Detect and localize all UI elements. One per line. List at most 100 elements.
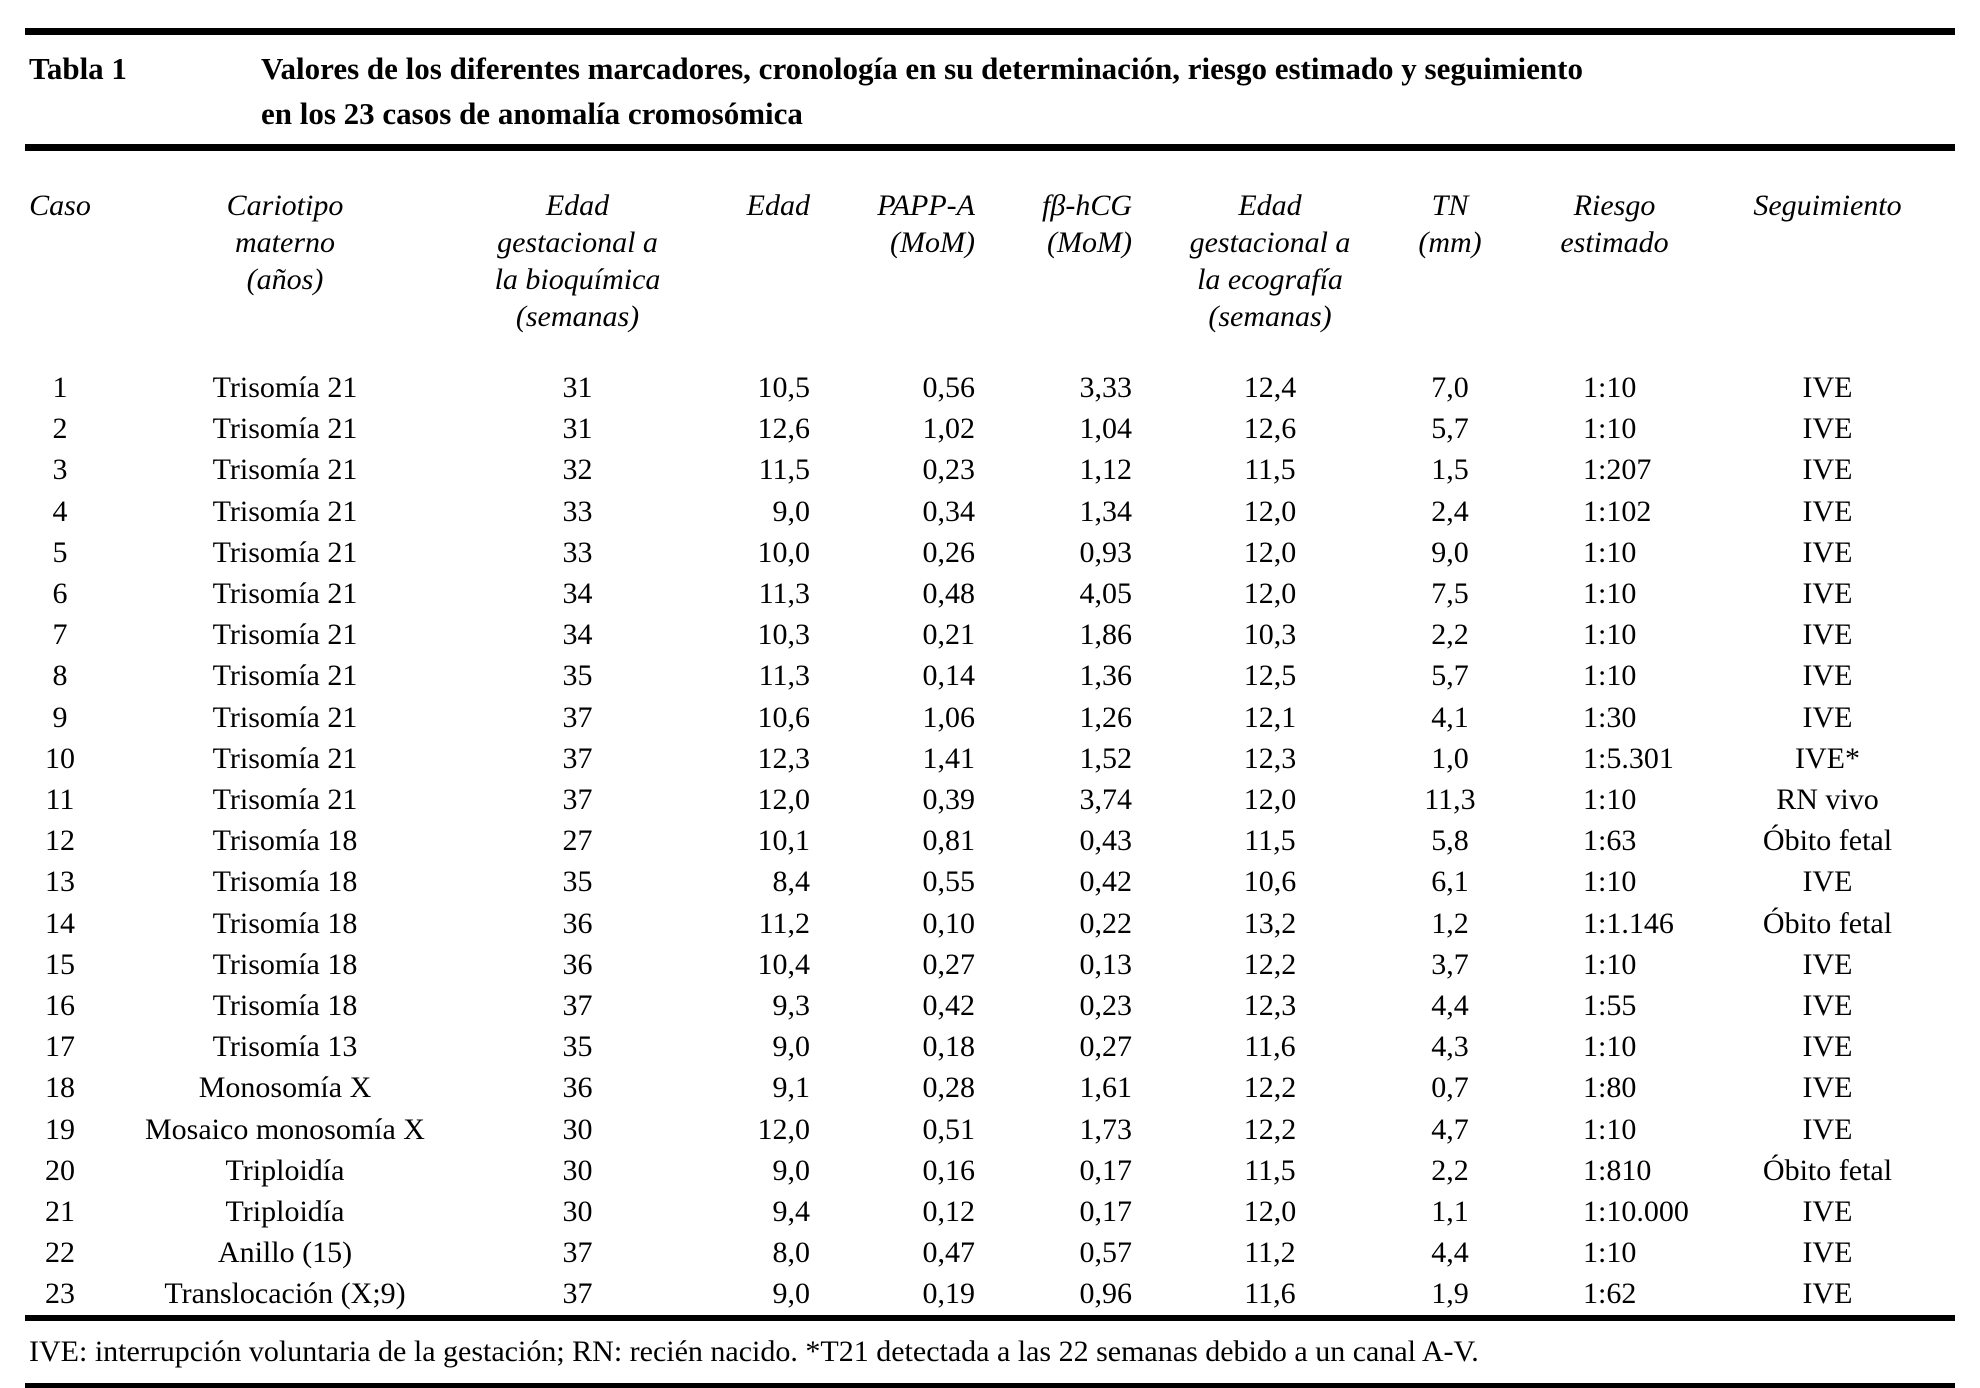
table-cell-edad: 9,0	[772, 1030, 811, 1064]
table-cell-edad: 8,0	[772, 1236, 811, 1270]
table-cell-cariotipo-materno: Trisomía 21	[212, 618, 358, 652]
table-cell-fb-hcg: 0,27	[1079, 1030, 1133, 1064]
table-cell-caso: 9	[52, 700, 68, 734]
table-cell-papp-a: 0,42	[922, 989, 976, 1023]
table-cell-caso: 7	[52, 618, 68, 652]
table-cell-edad-gestacional-ecografia: 11,2	[1244, 1236, 1296, 1270]
table-cell-edad-gestacional-bioquimica: 30	[562, 1153, 593, 1187]
footnote-text: IVE: interrupción voluntaria de la gesta…	[29, 1334, 1479, 1368]
table-cell-edad-gestacional-ecografia: 13,2	[1243, 906, 1297, 940]
table-body: 1 Trisomía 21 31 10,5 0,56 3,33 12,4 7,0 1:10 IVE…	[25, 367, 1955, 1315]
table-cell-riesgo-estimado: 1:10.000	[1583, 1195, 1689, 1229]
table-cell-edad: 9,0	[772, 1153, 811, 1187]
table-cell-edad-gestacional-ecografia: 12,0	[1243, 535, 1297, 569]
column-header-line: gestacional a	[1189, 226, 1351, 259]
table-cell-riesgo-estimado: 1:207	[1583, 453, 1652, 487]
table-cell-papp-a: 0,26	[922, 535, 976, 569]
table-cell-tn: 1,2	[1431, 906, 1469, 940]
table-cell-edad-gestacional-ecografia: 12,6	[1243, 412, 1297, 446]
table-title-line-1: Valores de los diferentes marcadores, cr…	[261, 51, 1583, 86]
table-cell-edad: 10,0	[757, 535, 811, 569]
table-cell-edad-gestacional-bioquimica: 30	[562, 1195, 593, 1229]
table-cell-cariotipo-materno: Trisomía 21	[212, 741, 358, 775]
table-row: 21 Triploidía 30 9,4 0,12 0,17 12,0 1,1 1:10.000…	[25, 1191, 1955, 1232]
column-header-line: Caso	[29, 189, 91, 222]
table-cell-edad: 9,1	[772, 1071, 811, 1105]
table-cell-fb-hcg: 3,74	[1079, 783, 1133, 817]
table-row: 14 Trisomía 18 36 11,2 0,10 0,22 13,2 1,2 1:1.14…	[25, 903, 1955, 944]
column-header-line: Edad	[746, 189, 810, 222]
table-cell-papp-a: 0,27	[922, 947, 976, 981]
table-row: 11 Trisomía 21 37 12,0 0,39 3,74 12,0 11,3 1:10 R…	[25, 779, 1955, 820]
table-cell-edad-gestacional-bioquimica: 33	[562, 494, 593, 528]
table-cell-cariotipo-materno: Trisomía 18	[212, 989, 358, 1023]
table-cell-fb-hcg: 0,96	[1079, 1277, 1133, 1311]
table-cell-papp-a: 0,48	[922, 577, 976, 611]
table-cell-seguimiento: IVE	[1802, 865, 1853, 899]
table-cell-cariotipo-materno: Trisomía 21	[212, 535, 358, 569]
table-row: 23 Translocación (X;9) 37 9,0 0,19 0,96 11,6 1,…	[25, 1273, 1955, 1314]
table-cell-caso: 20	[45, 1153, 75, 1187]
table-cell-seguimiento: IVE	[1802, 1277, 1853, 1311]
table-cell-edad-gestacional-ecografia: 12,0	[1243, 783, 1297, 817]
table-cell-edad-gestacional-bioquimica: 37	[562, 1236, 593, 1270]
column-header-riesgo-estimado: Riesgo estimado	[1510, 151, 1700, 367]
table-cell-cariotipo-materno: Trisomía 21	[212, 659, 358, 693]
table-cell-edad: 10,3	[757, 618, 811, 652]
table-cell-seguimiento: IVE	[1802, 1112, 1853, 1146]
table-cell-caso: 8	[52, 659, 68, 693]
table-cell-tn: 4,4	[1431, 1236, 1469, 1270]
table-cell-caso: 3	[52, 453, 68, 487]
table-row: 3 Trisomía 21 32 11,5 0,23 1,12 11,5 1,5 1:207 IV…	[25, 449, 1955, 490]
column-header-line: Cariotipo	[226, 189, 344, 222]
table-cell-seguimiento: IVE	[1802, 700, 1853, 734]
table-cell-seguimiento: IVE	[1802, 371, 1853, 404]
table-cell-edad-gestacional-ecografia: 12,0	[1243, 494, 1297, 528]
table-cell-edad-gestacional-ecografia: 12,4	[1243, 371, 1297, 404]
table-cell-riesgo-estimado: 1:63	[1583, 824, 1637, 858]
table-cell-edad-gestacional-ecografia: 12,3	[1243, 989, 1297, 1023]
table-cell-edad: 11,2	[758, 906, 810, 940]
column-header-line: gestacional a	[497, 226, 658, 259]
table-cell-tn: 1,1	[1431, 1195, 1469, 1229]
table-cell-riesgo-estimado: 1:10	[1583, 412, 1637, 446]
column-header-line: Riesgo	[1573, 189, 1656, 222]
table-cell-edad: 11,3	[758, 659, 810, 693]
column-header-line: Seguimiento	[1753, 189, 1902, 222]
table-cell-caso: 5	[52, 535, 68, 569]
table-cell-cariotipo-materno: Trisomía 21	[212, 371, 358, 404]
table-cell-caso: 22	[45, 1236, 75, 1270]
table-cell-caso: 12	[45, 824, 75, 858]
table-cell-fb-hcg: 0,23	[1079, 989, 1133, 1023]
table-row: 8 Trisomía 21 35 11,3 0,14 1,36 12,5 5,7 1:10 IVE	[25, 655, 1955, 696]
table-cell-cariotipo-materno: Trisomía 18	[212, 865, 358, 899]
table-cell-fb-hcg: 0,17	[1079, 1153, 1133, 1187]
table-cell-papp-a: 0,51	[922, 1112, 976, 1146]
column-header-edad: Edad	[680, 151, 820, 367]
table-cell-caso: 6	[52, 577, 68, 611]
table-cell-caso: 18	[45, 1071, 75, 1105]
table-row: 17 Trisomía 13 35 9,0 0,18 0,27 11,6 4,3 1:10 IVE	[25, 1026, 1955, 1067]
table-cell-edad-gestacional-ecografia: 12,0	[1243, 577, 1297, 611]
table-number-label: Tabla 1	[29, 51, 127, 86]
table-caption: Tabla 1 Valores de los diferentes marcad…	[25, 35, 1955, 144]
table-cell-caso: 17	[45, 1030, 75, 1064]
table-cell-cariotipo-materno: Trisomía 21	[212, 700, 358, 734]
table-cell-caso: 16	[45, 989, 75, 1023]
table-cell-papp-a: 0,28	[922, 1071, 976, 1105]
table-cell-edad-gestacional-bioquimica: 32	[562, 453, 593, 487]
table-cell-cariotipo-materno: Trisomía 21	[212, 453, 358, 487]
column-header-line: estimado	[1560, 226, 1669, 259]
table-cell-edad: 10,5	[757, 371, 811, 404]
table-cell-papp-a: 0,18	[922, 1030, 976, 1064]
table-row: 7 Trisomía 21 34 10,3 0,21 1,86 10,3 2,2 1:10 IVE	[25, 614, 1955, 655]
table-cell-cariotipo-materno: Trisomía 21	[212, 577, 358, 611]
table-cell-edad-gestacional-bioquimica: 34	[562, 618, 593, 652]
table-row: 15 Trisomía 18 36 10,4 0,27 0,13 12,2 3,7 1:10 IV…	[25, 944, 1955, 985]
table-cell-fb-hcg: 0,17	[1079, 1195, 1133, 1229]
table-row: 10 Trisomía 21 37 12,3 1,41 1,52 12,3 1,0 1:5.30…	[25, 738, 1955, 779]
column-header-fb-hcg: fβ-hCG (MoM)	[985, 151, 1150, 367]
table-cell-seguimiento: IVE	[1802, 1195, 1853, 1229]
table-title: Valores de los diferentes marcadores, cr…	[261, 46, 1583, 136]
